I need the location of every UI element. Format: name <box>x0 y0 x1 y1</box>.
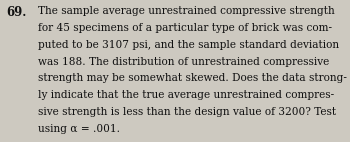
Text: strength may be somewhat skewed. Does the data strong-: strength may be somewhat skewed. Does th… <box>38 73 346 83</box>
Text: 69.: 69. <box>6 6 27 19</box>
Text: using α = .001.: using α = .001. <box>38 124 120 134</box>
Text: was 188. The distribution of unrestrained compressive: was 188. The distribution of unrestraine… <box>38 57 329 67</box>
Text: The sample average unrestrained compressive strength: The sample average unrestrained compress… <box>38 6 335 16</box>
Text: ly indicate that the true average unrestrained compres-: ly indicate that the true average unrest… <box>38 90 334 100</box>
Text: puted to be 3107 psi, and the sample standard deviation: puted to be 3107 psi, and the sample sta… <box>38 40 339 50</box>
Text: sive strength is less than the design value of 3200? Test: sive strength is less than the design va… <box>38 107 336 117</box>
Text: for 45 specimens of a particular type of brick was com-: for 45 specimens of a particular type of… <box>38 23 332 33</box>
